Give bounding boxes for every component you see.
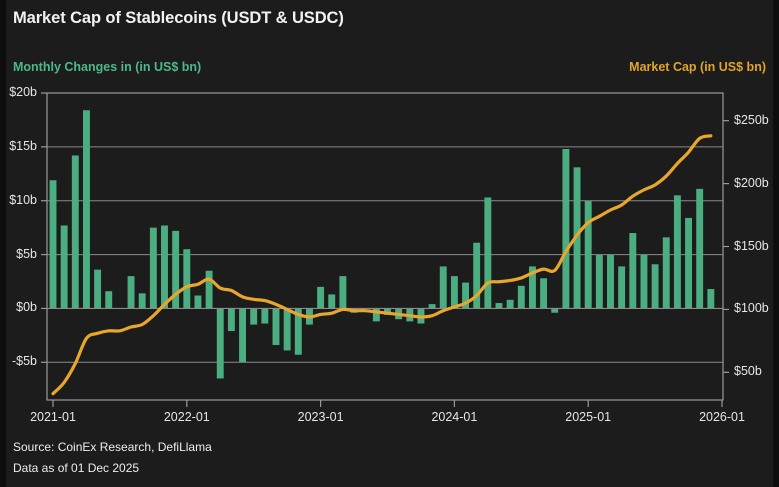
x-axis-label: 2025-01: [565, 410, 612, 424]
bar: [194, 295, 202, 309]
bar: [71, 155, 79, 309]
bar: [462, 282, 469, 309]
bar: [640, 254, 648, 309]
bar: [239, 308, 246, 363]
bar: [573, 167, 581, 309]
bar-series: [49, 110, 715, 379]
market-cap-line: [51, 134, 713, 396]
x-axis-label: 2024-01: [431, 410, 478, 424]
plot-frame: [46, 92, 724, 401]
bar: [540, 278, 548, 309]
bar: [227, 308, 235, 332]
bar: [528, 266, 536, 309]
bar: [495, 303, 503, 309]
bar: [317, 286, 325, 309]
bar: [149, 227, 157, 309]
y-axis-label-right: $100b: [734, 301, 769, 316]
bar: [138, 293, 146, 309]
bar: [618, 266, 626, 309]
bar: [450, 276, 458, 309]
x-axis-label: 2023-01: [297, 410, 344, 424]
bar: [595, 254, 603, 309]
y-axis-label-right: $250b: [734, 112, 769, 127]
y-axis-label-left: -$5b: [11, 354, 37, 369]
bar: [662, 237, 670, 309]
bar: [439, 266, 447, 309]
bar: [216, 308, 224, 379]
bar: [283, 308, 291, 351]
y-axis-label-right: $150b: [734, 238, 769, 253]
bar: [294, 308, 302, 355]
bar: [272, 308, 280, 346]
bar: [183, 249, 191, 309]
y-axis-label-left: $15b: [9, 138, 37, 153]
source-note: Source: CoinEx Research, DefiLlama: [13, 440, 212, 454]
bar: [629, 233, 637, 309]
bar: [673, 195, 681, 309]
bar: [372, 308, 380, 322]
y-axis-label-left: $10b: [9, 192, 37, 207]
bar: [250, 308, 258, 325]
bar: [161, 225, 168, 309]
bar: [205, 270, 213, 309]
y-axis-label-left: $20b: [9, 85, 37, 99]
bar: [172, 230, 180, 309]
legend-left-axis-label: Monthly Changes in (in US$ bn): [13, 60, 202, 74]
bar: [127, 276, 135, 309]
y-axis-label-right: $200b: [734, 175, 769, 190]
bar: [82, 110, 90, 309]
bar: [261, 308, 269, 324]
bar: [60, 225, 68, 309]
y-axis-label-right: $50b: [734, 364, 762, 379]
bar: [584, 200, 592, 309]
bar: [517, 285, 525, 309]
legend-right-axis-label: Market Cap (in US$ bn): [629, 60, 766, 74]
y-axis-label-left: $0b: [16, 300, 37, 315]
x-axis-label: 2022-01: [163, 410, 210, 424]
bar: [551, 308, 559, 313]
y-axis-label-left: $5b: [16, 246, 37, 261]
bar: [607, 254, 614, 309]
bar: [473, 242, 481, 309]
bar: [707, 289, 715, 309]
page-title: Market Cap of Stablecoins (USDT & USDC): [13, 9, 344, 27]
bar: [696, 188, 704, 309]
bar: [651, 264, 659, 309]
bar: [685, 217, 692, 309]
bar: [328, 294, 336, 309]
bar: [562, 149, 570, 309]
bar: [428, 304, 436, 309]
bar: [105, 291, 113, 309]
bar: [506, 299, 514, 309]
bar: [49, 180, 57, 309]
data-as-of-note: Data as of 01 Dec 2025: [13, 461, 140, 475]
bar: [484, 197, 492, 309]
bar: [94, 269, 102, 309]
x-axis-label: 2026-01: [699, 410, 745, 424]
x-axis-label: 2021-01: [30, 410, 76, 424]
bar: [339, 276, 347, 309]
